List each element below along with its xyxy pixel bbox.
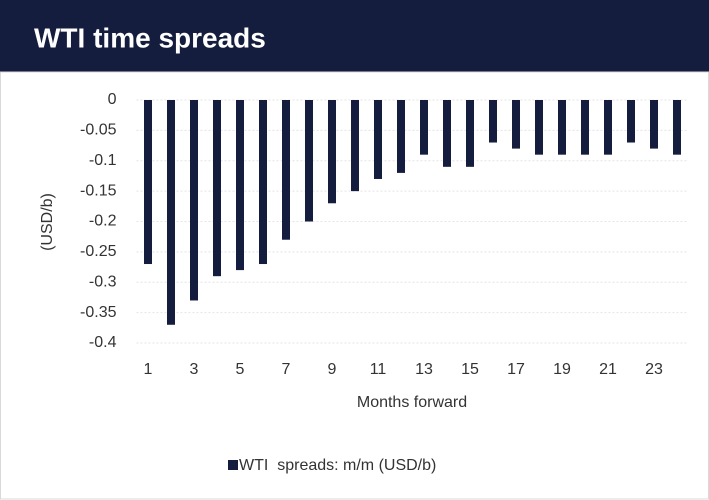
bar	[443, 100, 451, 167]
bar	[558, 100, 566, 155]
bar	[282, 100, 290, 240]
y-tick-label: -0.25	[80, 243, 117, 260]
bar	[512, 100, 520, 149]
bar	[374, 100, 382, 179]
y-tick-label: -0.2	[89, 213, 117, 230]
x-axis-title: Months forward	[357, 394, 467, 411]
x-tick-label: 5	[236, 361, 245, 378]
bar	[190, 100, 198, 301]
x-tick-label: 17	[507, 361, 525, 378]
y-tick-label: -0.1	[89, 152, 117, 169]
y-tick-label: -0.4	[89, 334, 117, 351]
chart-title: WTI time spreads	[34, 22, 266, 53]
x-tick-label: 3	[190, 361, 199, 378]
legend-swatch	[228, 460, 238, 470]
bar	[397, 100, 405, 173]
bar	[328, 100, 336, 204]
bar	[236, 100, 244, 271]
bar	[466, 100, 474, 167]
y-tick-label: 0	[108, 91, 117, 108]
bar	[259, 100, 267, 265]
bar	[144, 100, 152, 265]
bar	[489, 100, 497, 143]
x-tick-label: 11	[370, 361, 387, 378]
y-tick-label: -0.15	[80, 182, 117, 199]
y-tick-label: -0.3	[89, 273, 117, 290]
bar	[581, 100, 589, 155]
x-tick-label: 21	[599, 361, 617, 378]
bar	[604, 100, 612, 155]
x-tick-label: 19	[553, 361, 571, 378]
y-tick-label: -0.35	[80, 304, 117, 321]
y-tick-label: -0.05	[80, 122, 117, 139]
x-tick-label: 15	[461, 361, 479, 378]
y-axis-title: (USD/b)	[39, 193, 56, 251]
x-tick-label: 1	[144, 361, 153, 378]
bar	[351, 100, 359, 192]
x-tick-label: 7	[282, 361, 291, 378]
x-tick-label: 23	[645, 361, 663, 378]
header	[0, 0, 709, 72]
legend-label: WTI spreads: m/m (USD/b)	[239, 457, 436, 474]
x-tick-label: 9	[328, 361, 337, 378]
bar	[167, 100, 175, 325]
bar	[535, 100, 543, 155]
bar	[673, 100, 681, 155]
bar	[420, 100, 428, 155]
bar	[305, 100, 313, 222]
bar	[627, 100, 635, 143]
x-tick-label: 13	[415, 361, 433, 378]
bar	[213, 100, 221, 277]
bar	[650, 100, 658, 149]
